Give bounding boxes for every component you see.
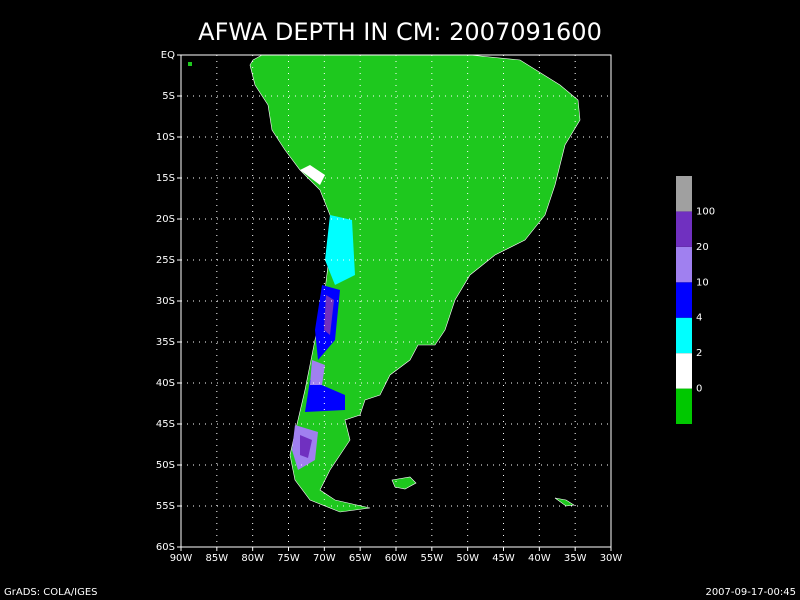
colorbar-segment (676, 211, 692, 247)
y-tick-label: 60S (156, 542, 175, 553)
y-tick-label: 45S (156, 419, 175, 430)
y-tick-label: 20S (156, 214, 175, 225)
snow-patch (324, 295, 334, 335)
colorbar-segment (676, 246, 692, 283)
colorbar-label: 10 (696, 277, 709, 288)
colorbar-label: 20 (696, 242, 709, 253)
y-tick-label: 35S (156, 337, 175, 348)
snow-patch (305, 380, 345, 412)
colorbar-label: 0 (696, 384, 702, 395)
colorbar-segment (676, 282, 692, 318)
x-tick-label: 60W (385, 553, 408, 564)
colorbar-label: 100 (696, 206, 715, 217)
colorbar-segment (676, 388, 692, 424)
snow-patch (325, 215, 355, 285)
y-tick-label: 10S (156, 132, 175, 143)
snow-patch (310, 360, 325, 385)
island (188, 62, 192, 66)
x-tick-label: 85W (206, 553, 229, 564)
x-tick-label: 35W (564, 553, 587, 564)
colorbar-segment (676, 353, 692, 389)
y-tick-label: 50S (156, 460, 175, 471)
island (391, 476, 417, 490)
x-tick-label: 65W (349, 553, 372, 564)
y-tick-label: EQ (161, 50, 175, 61)
island (554, 497, 575, 507)
x-tick-label: 90W (170, 553, 193, 564)
snow-patch (300, 435, 312, 458)
x-tick-label: 80W (241, 553, 264, 564)
x-tick-label: 45W (492, 553, 515, 564)
x-tick-label: 50W (456, 553, 479, 564)
x-tick-label: 70W (313, 553, 336, 564)
y-tick-label: 25S (156, 255, 175, 266)
footer-right: 2007-09-17-00:45 (705, 587, 796, 598)
colorbar-label: 4 (696, 313, 702, 324)
colorbar-segment (676, 176, 692, 212)
colorbar-segment (676, 317, 692, 354)
snow-patch (300, 165, 325, 185)
y-tick-label: 40S (156, 378, 175, 389)
title: AFWA DEPTH IN CM: 2007091600 (198, 18, 602, 46)
colorbar-label: 2 (696, 348, 702, 359)
y-tick-label: 15S (156, 173, 175, 184)
x-tick-label: 40W (528, 553, 551, 564)
snow (292, 165, 355, 470)
y-tick-label: 30S (156, 296, 175, 307)
x-tick-label: 75W (277, 553, 300, 564)
x-tick-label: 30W (600, 553, 623, 564)
y-tick-label: 5S (162, 91, 175, 102)
footer-left: GrADS: COLA/IGES (4, 587, 98, 598)
x-tick-label: 55W (421, 553, 444, 564)
y-tick-label: 55S (156, 501, 175, 512)
